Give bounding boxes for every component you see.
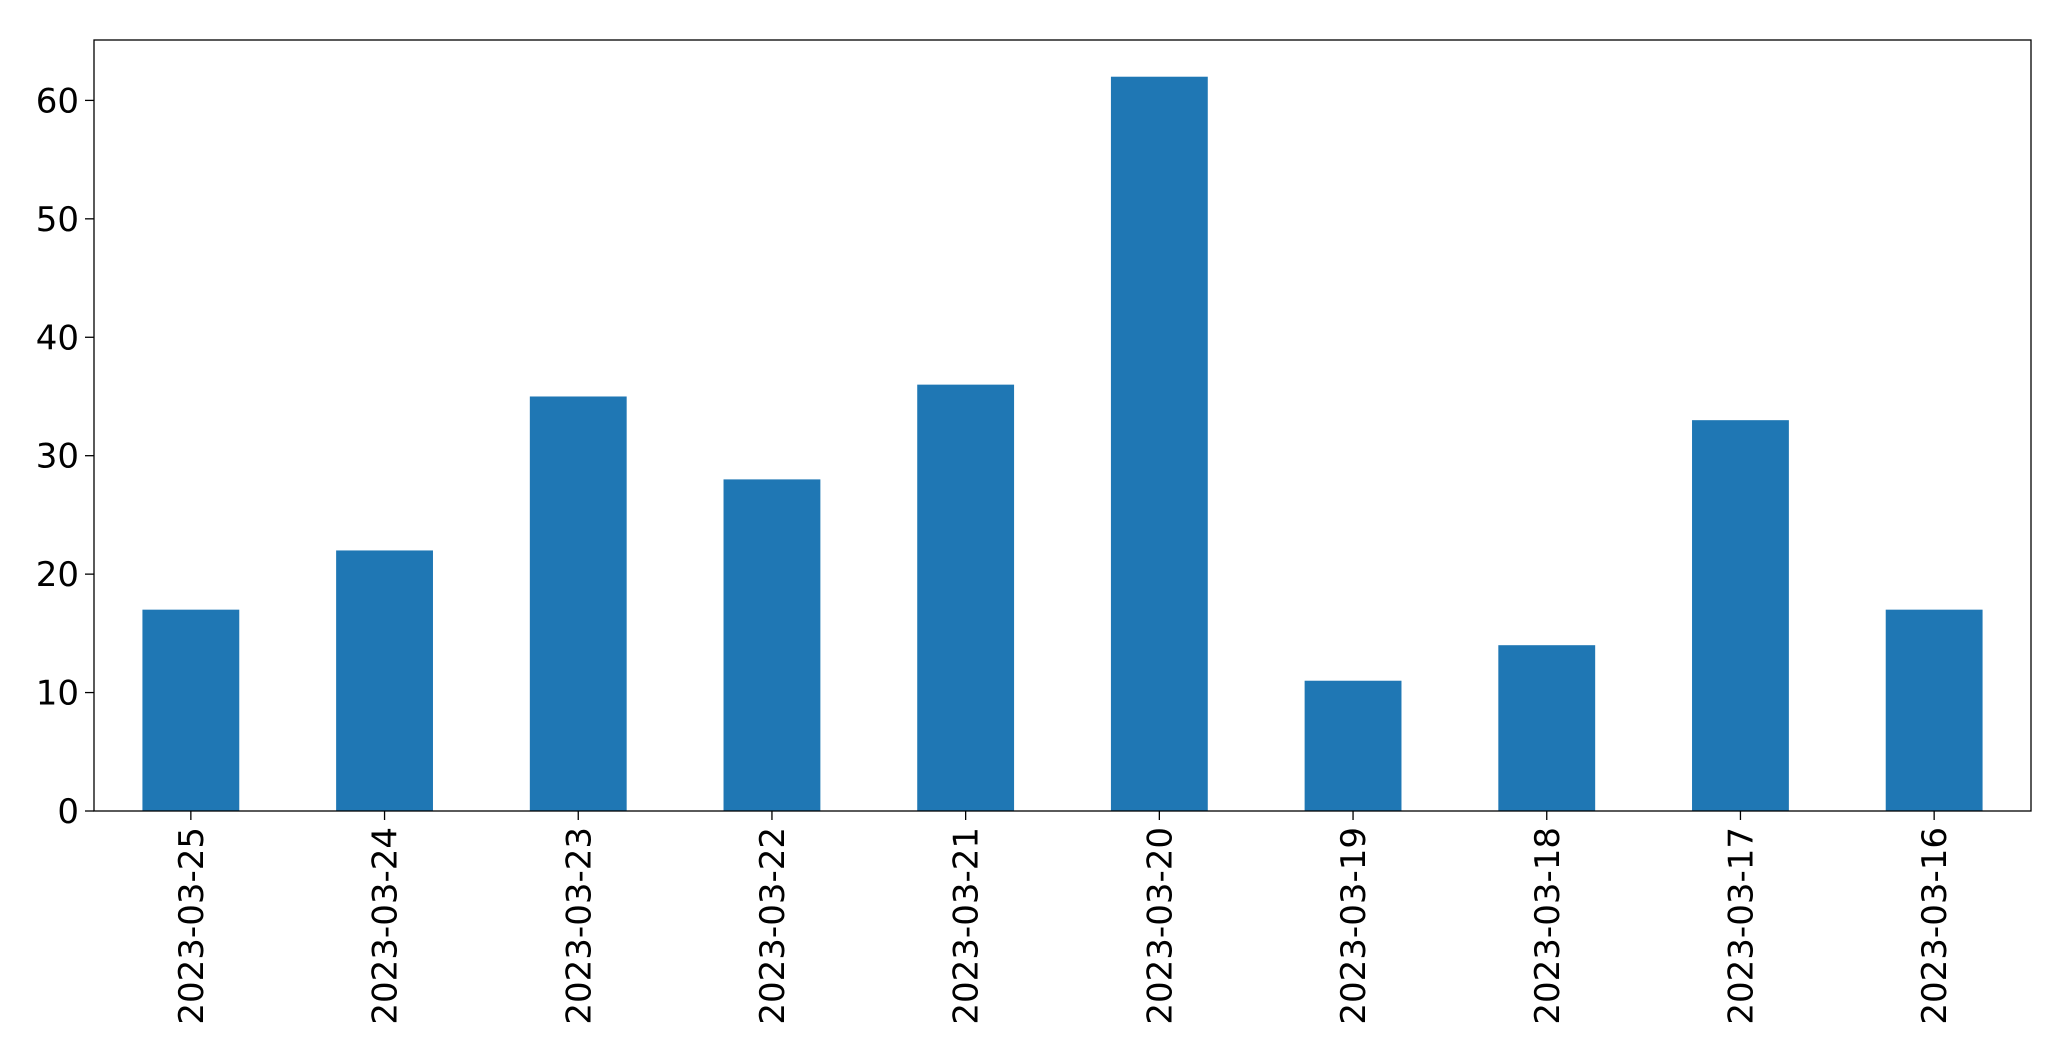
bar <box>917 384 1015 811</box>
bar <box>529 396 627 811</box>
bar <box>1304 680 1402 811</box>
x-tick-label: 2023-03-24 <box>366 827 406 1025</box>
x-tick-label: 2023-03-22 <box>753 827 793 1025</box>
bar <box>1498 645 1596 811</box>
x-tick-label: 2023-03-17 <box>1721 827 1761 1025</box>
bar <box>723 479 821 811</box>
x-tick-label: 2023-03-21 <box>947 827 987 1025</box>
x-tick-label: 2023-03-18 <box>1528 827 1568 1025</box>
x-tick-label: 2023-03-16 <box>1915 827 1955 1025</box>
y-tick-label: 30 <box>36 437 79 477</box>
bar <box>336 550 433 811</box>
y-tick-label: 10 <box>36 674 79 714</box>
bar <box>1110 76 1208 811</box>
x-tick-label: 2023-03-25 <box>172 827 212 1025</box>
bar <box>142 609 240 811</box>
x-tick-label: 2023-03-23 <box>559 827 599 1025</box>
x-tick-label: 2023-03-19 <box>1334 827 1374 1025</box>
axes-frame <box>93 39 2032 812</box>
y-tick-label: 20 <box>36 555 79 595</box>
y-tick-label: 60 <box>36 81 79 121</box>
y-tick-label: 50 <box>36 200 79 240</box>
y-tick-label: 0 <box>57 792 79 832</box>
bar <box>1885 609 1983 811</box>
bar <box>1692 420 1789 811</box>
x-tick-label: 2023-03-20 <box>1140 827 1180 1025</box>
y-tick-label: 40 <box>36 318 79 358</box>
